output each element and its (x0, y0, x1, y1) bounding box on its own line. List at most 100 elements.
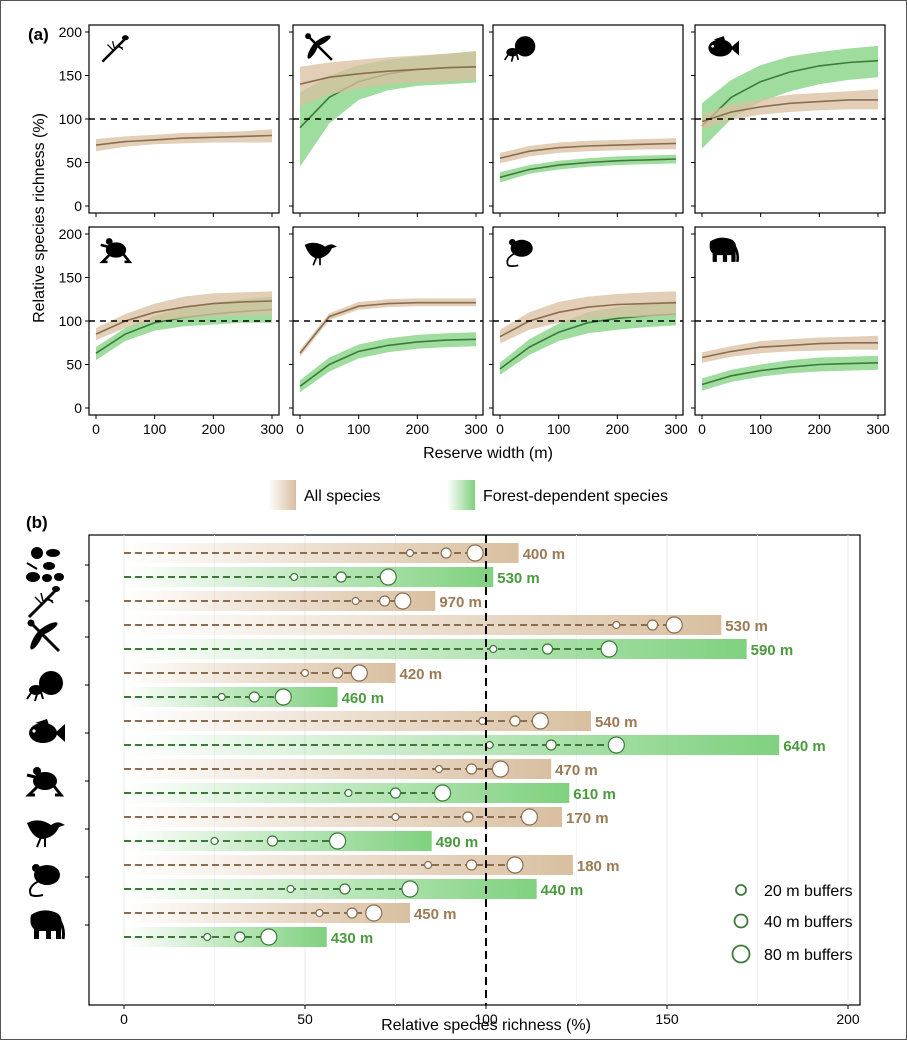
forest-dependent-species-confidence-band (500, 301, 676, 375)
x-tick-label: 300 (464, 421, 488, 437)
forest-dependent-species-confidence-band (500, 154, 676, 183)
buffer-20m-marker (351, 596, 360, 606)
buffer-20m-marker (405, 548, 415, 558)
y-tick-label: 150 (59, 270, 83, 286)
dragonfly-larva-icon (27, 584, 62, 619)
buffer-20m-marker (290, 572, 299, 582)
x-tick-label: 0 (296, 421, 304, 437)
buffer-40m-marker (509, 715, 521, 727)
bar-all-species (124, 903, 410, 923)
all-species-confidence-band (96, 291, 272, 341)
subplot-6: 0 100 200 300 (289, 226, 488, 437)
buffer-20m-marker (315, 908, 324, 918)
buffer-80m-marker (520, 808, 539, 826)
bar-group-dragonfly-larva: 970 m (124, 591, 482, 611)
reserve-width-label: 610 m (573, 786, 616, 803)
dung-beetle-icon (25, 669, 65, 703)
bar-forest-species (124, 879, 537, 899)
reserve-width-label: 590 m (751, 642, 794, 659)
buffer-20m-marker (210, 836, 219, 846)
buffer-80m-marker (260, 928, 278, 946)
reserve-width-label: 440 m (541, 882, 584, 899)
buffer-legend-80m-marker (731, 944, 751, 964)
buffer-legend-20m-label: 20 m buffers (764, 883, 853, 900)
x-tick-label: 0 (698, 421, 706, 437)
bar-group-bird: 170 m 490 m (124, 807, 609, 851)
forest-dependent-species-line (299, 338, 477, 387)
buffer-20m-marker (344, 788, 353, 798)
buffer-80m-marker (394, 592, 412, 610)
subplot-7: 0 100 200 300 (489, 226, 688, 437)
x-tick-label: 200 (406, 421, 430, 437)
buffer-80m-marker (607, 736, 625, 754)
bar-forest-species (124, 687, 338, 707)
buffer-80m-marker (365, 904, 383, 922)
all-species-confidence-band (300, 51, 476, 106)
buffer-80m-marker (600, 640, 618, 658)
frog-icon (25, 765, 63, 797)
buffer-40m-marker (266, 835, 279, 847)
buffer-20m-marker (612, 620, 621, 630)
buffer-80m-marker (401, 880, 419, 898)
reserve-width-label: 180 m (577, 858, 620, 875)
bar-forest-species (124, 567, 494, 587)
buffer-40m-marker (331, 667, 344, 679)
all-species-line (299, 301, 476, 354)
reserve-width-label: 530 m (725, 618, 768, 635)
all-species-confidence-band (300, 298, 476, 357)
buffer-legend: 20 m buffers 40 m buffers 80 m buffers (731, 883, 853, 964)
reserve-width-label: 420 m (400, 666, 443, 683)
legend-swatch-all (268, 480, 296, 510)
reserve-width-label: 490 m (436, 834, 479, 851)
buffer-20m-marker (286, 884, 295, 894)
y-tick-label: 150 (59, 68, 83, 84)
subplot-8: 0 100 200 300 (691, 226, 890, 437)
legend-swatch-forest (447, 480, 475, 510)
buffer-80m-marker (506, 856, 524, 874)
reserve-width-label: 530 m (497, 570, 540, 587)
buffer-20m-marker (217, 692, 226, 702)
buffer-20m-marker (391, 812, 400, 822)
buffer-80m-marker (491, 760, 510, 778)
reserve-width-label: 970 m (439, 594, 482, 611)
legend-label-all: All species (304, 488, 380, 505)
buffer-legend-20m-marker (735, 884, 747, 896)
all-taxa-icon (24, 545, 66, 584)
buffer-40m-marker (545, 739, 557, 751)
buffer-40m-marker (234, 931, 246, 943)
all-species-line (299, 66, 477, 85)
all-species-confidence-band (96, 129, 272, 152)
all-species-line (95, 134, 273, 146)
x-tick-label: 300 (260, 421, 284, 437)
x-tick-label: 0 (496, 421, 504, 437)
reserve-width-label: 460 m (342, 690, 385, 707)
elephant-icon (28, 908, 66, 941)
subplot-3 (489, 24, 684, 217)
y-tick-label: 50 (66, 357, 82, 373)
panel-a-plots: 0 50 100 150 200 0 50 100 150 200 0 100 200 300 0 100 20… (59, 24, 890, 437)
buffer-legend-40m-label: 40 m buffers (764, 914, 853, 931)
dragonfly-icon (25, 617, 61, 653)
buffer-20m-marker (478, 716, 487, 726)
buffer-40m-marker (465, 859, 478, 871)
bar-group-elephant: 450 m 430 m (124, 903, 457, 947)
x-tick-label: 200 (606, 421, 630, 437)
x-tick-label: 200 (836, 1011, 860, 1027)
rodent-icon (28, 862, 62, 897)
buffer-20m-marker (485, 740, 494, 750)
buffer-legend-80m-label: 80 m buffers (764, 947, 853, 964)
bar-group-all-taxa: 400 m 530 m (124, 543, 565, 587)
x-tick-label: 100 (547, 421, 571, 437)
buffer-80m-marker (531, 712, 549, 730)
bar-all-species (124, 543, 519, 563)
subplot-frame (88, 24, 280, 214)
y-tick-label: 200 (59, 226, 83, 242)
subplot-1: 0 50 100 150 200 (59, 24, 280, 217)
buffer-20m-marker (300, 668, 310, 678)
bar-group-dung-beetle: 420 m 460 m (124, 663, 442, 707)
x-tick-label: 0 (92, 421, 100, 437)
series-legend: All species Forest-dependent species (268, 480, 668, 510)
panel-b-x-axis-title: Relative species richness (%) (381, 1017, 591, 1034)
forest-dependent-species-line (701, 362, 879, 386)
